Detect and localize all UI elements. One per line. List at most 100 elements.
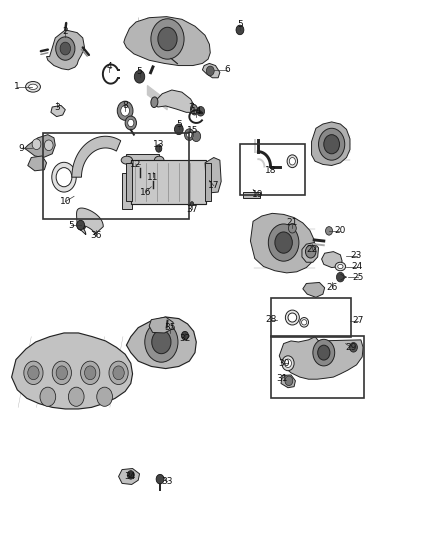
Circle shape — [121, 106, 130, 116]
Ellipse shape — [300, 318, 308, 327]
Text: 2: 2 — [63, 27, 68, 36]
Circle shape — [325, 227, 332, 235]
Circle shape — [56, 366, 67, 379]
Circle shape — [60, 42, 71, 55]
Text: 29: 29 — [345, 343, 357, 352]
Text: 4: 4 — [106, 62, 112, 71]
Polygon shape — [77, 208, 103, 235]
Polygon shape — [25, 135, 55, 158]
Circle shape — [137, 161, 143, 168]
Circle shape — [324, 135, 339, 154]
Text: 6: 6 — [224, 66, 230, 74]
Circle shape — [268, 224, 299, 261]
Text: 16: 16 — [140, 188, 152, 197]
Circle shape — [197, 107, 205, 116]
Text: 15: 15 — [187, 126, 198, 135]
Text: 24: 24 — [351, 262, 362, 271]
Circle shape — [190, 201, 194, 206]
Circle shape — [152, 330, 171, 354]
Polygon shape — [127, 317, 196, 368]
Circle shape — [77, 220, 85, 230]
Circle shape — [109, 361, 128, 384]
Circle shape — [28, 366, 39, 379]
Circle shape — [285, 376, 293, 385]
Polygon shape — [124, 17, 210, 66]
Circle shape — [288, 223, 296, 233]
Polygon shape — [311, 122, 350, 165]
Circle shape — [181, 332, 188, 340]
Text: 3: 3 — [55, 102, 60, 111]
Circle shape — [318, 345, 330, 360]
Polygon shape — [149, 317, 173, 333]
Circle shape — [150, 173, 155, 181]
Ellipse shape — [25, 82, 40, 92]
Text: 28: 28 — [266, 315, 277, 324]
Circle shape — [289, 158, 295, 165]
Circle shape — [275, 232, 292, 253]
Bar — [122, 173, 132, 209]
Circle shape — [97, 387, 113, 406]
Circle shape — [40, 387, 56, 406]
Text: 5: 5 — [137, 67, 142, 76]
Circle shape — [113, 366, 124, 379]
Text: 36: 36 — [90, 231, 102, 240]
Text: 23: 23 — [351, 252, 362, 260]
Circle shape — [127, 471, 134, 479]
Polygon shape — [281, 375, 295, 387]
Text: 31: 31 — [276, 374, 288, 383]
Polygon shape — [205, 158, 221, 193]
Text: 7: 7 — [188, 102, 194, 111]
Polygon shape — [303, 282, 325, 297]
Ellipse shape — [121, 156, 133, 164]
Circle shape — [158, 27, 177, 51]
Circle shape — [44, 140, 53, 151]
Polygon shape — [321, 252, 342, 268]
Polygon shape — [51, 106, 65, 117]
Circle shape — [236, 25, 244, 35]
Text: 18: 18 — [265, 166, 276, 175]
Bar — [205, 163, 211, 201]
Circle shape — [134, 70, 145, 83]
Text: 13: 13 — [153, 140, 165, 149]
Ellipse shape — [301, 320, 307, 325]
Circle shape — [285, 359, 291, 368]
Circle shape — [125, 116, 137, 130]
Ellipse shape — [154, 156, 164, 164]
Circle shape — [350, 343, 357, 352]
Polygon shape — [153, 90, 195, 112]
Bar — [243, 192, 261, 198]
Text: 19: 19 — [252, 190, 263, 199]
Ellipse shape — [338, 264, 343, 269]
Bar — [127, 154, 159, 165]
Circle shape — [85, 366, 96, 379]
Text: 25: 25 — [352, 273, 364, 281]
Circle shape — [155, 145, 162, 152]
Text: 27: 27 — [352, 316, 364, 325]
Circle shape — [151, 19, 184, 59]
Polygon shape — [72, 136, 121, 177]
Circle shape — [56, 37, 75, 60]
Polygon shape — [302, 243, 318, 262]
Text: 12: 12 — [131, 160, 142, 169]
Polygon shape — [28, 156, 46, 171]
Circle shape — [128, 119, 134, 127]
Text: 10: 10 — [60, 197, 71, 206]
Circle shape — [192, 131, 201, 142]
Text: 8: 8 — [122, 101, 128, 110]
Text: 14: 14 — [191, 107, 202, 116]
Circle shape — [117, 101, 133, 120]
Bar — [240, 144, 305, 195]
Text: 32: 32 — [179, 334, 191, 343]
Ellipse shape — [191, 104, 198, 115]
Circle shape — [145, 322, 178, 362]
Circle shape — [24, 361, 43, 384]
Text: 34: 34 — [124, 472, 135, 481]
Circle shape — [318, 128, 345, 160]
Polygon shape — [279, 337, 363, 379]
Text: 5: 5 — [176, 120, 182, 129]
Polygon shape — [46, 30, 85, 70]
Bar — [43, 133, 189, 219]
Ellipse shape — [288, 313, 297, 322]
Circle shape — [187, 132, 192, 138]
Bar — [131, 160, 206, 204]
